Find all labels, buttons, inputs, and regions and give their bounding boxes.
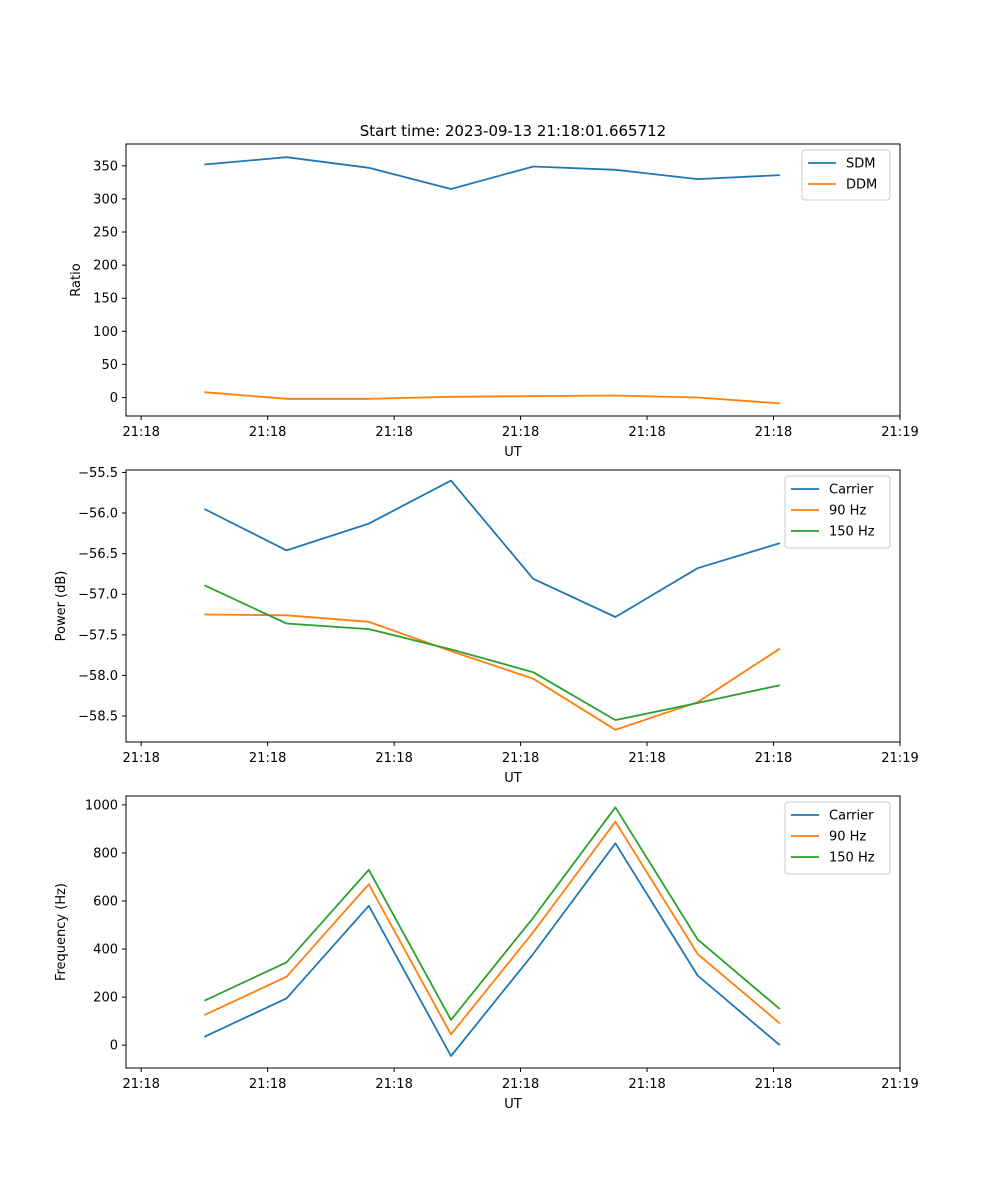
- panel-2-y-tick-label: −56.0: [78, 507, 118, 522]
- panel-3-axes-frame: [125, 795, 901, 1069]
- panel-3-y-tick-label: 400: [93, 943, 118, 958]
- panel-2-legend-box: [784, 475, 891, 549]
- panel-2-y-tick-label: −57.5: [78, 628, 118, 643]
- panel-3-x-tick-label: 21:18: [502, 1077, 539, 1092]
- panel-2-x-tick-label: 21:18: [249, 751, 286, 766]
- panel-2-x-tick-label: 21:18: [628, 751, 665, 766]
- panel-3-y-axis-label: Frequency (Hz): [54, 883, 69, 981]
- panel-3-x-tick-label: 21:18: [755, 1077, 792, 1092]
- panel-2: 21:18 21:18 21:18 21:18 21:18 21:18 21:19 −58.5…: [54, 466, 919, 786]
- panel-2-y-tick-label: −58.0: [78, 669, 118, 684]
- panel-2-legend-label: 150 Hz: [829, 525, 875, 540]
- panel-2-y-tick-label: −57.0: [78, 588, 118, 603]
- panel-2-legend-label: Carrier: [829, 483, 874, 498]
- panel-3-legend-label: Carrier: [829, 809, 874, 824]
- panel-1-legend: SDM DDM: [801, 149, 891, 201]
- panel-3-y-tick-label: 600: [93, 895, 118, 910]
- panel-3-y-tick-label: 200: [93, 991, 118, 1006]
- panel-2-legend: Carrier 90 Hz 150 Hz: [784, 475, 891, 549]
- panel-3-legend: Carrier 90 Hz 150 Hz: [784, 801, 891, 875]
- panel-1-y-axis-label: Ratio: [69, 263, 84, 296]
- panel-2-series-90-hz: [204, 613, 781, 731]
- panel-1-y-tick-label: 300: [93, 192, 118, 207]
- panel-1-x-axis-label: UT: [504, 445, 522, 460]
- panel-3-x-tick-label: 21:18: [628, 1077, 665, 1092]
- panel-3-legend-label: 150 Hz: [829, 851, 875, 866]
- panel-3-legend-label: 90 Hz: [829, 830, 866, 845]
- panel-2-y-tick-label: −56.5: [78, 547, 118, 562]
- panel-1-x-tick-label: 21:18: [628, 425, 665, 440]
- panel-3-x-tick-label: 21:19: [881, 1077, 918, 1092]
- panel-1-x-tick-label: 21:18: [249, 425, 286, 440]
- panel-1-x-tick-label: 21:18: [502, 425, 539, 440]
- panel-3-x-tick-label: 21:18: [249, 1077, 286, 1092]
- panel-2-legend-label: 90 Hz: [829, 504, 866, 519]
- panel-1-series-sdm: [204, 156, 780, 190]
- panel-1-x-tick-label: 21:18: [755, 425, 792, 440]
- panel-1-legend-label: SDM: [846, 157, 875, 172]
- panel-1-y-tick-label: 250: [93, 226, 118, 241]
- panel-1: 21:18 21:18 21:18 21:18 21:18 21:18 21:19 0 50 10…: [69, 143, 919, 460]
- panel-2-x-tick-label: 21:18: [502, 751, 539, 766]
- panel-3-series-90-hz: [204, 820, 781, 1036]
- panel-3-y-tick-label: 800: [93, 846, 118, 861]
- panel-3-x-tick-label: 21:18: [375, 1077, 412, 1092]
- panel-2-y-axis-label: Power (dB): [54, 571, 69, 642]
- panel-3-x-tick-label: 21:18: [122, 1077, 159, 1092]
- panel-1-y-tick-label: 200: [93, 259, 118, 274]
- panel-1-y-tick-label: 150: [93, 292, 118, 307]
- panel-1-series-ddm: [204, 391, 780, 405]
- panel-2-x-tick-label: 21:18: [375, 751, 412, 766]
- panel-3-series-150-hz: [204, 806, 781, 1021]
- panel-2-series-carrier: [203, 479, 781, 618]
- panel-1-y-tick-label: 100: [93, 325, 118, 340]
- panel-2-series-150-hz: [204, 584, 781, 721]
- panel-1-y-tick-label: 0: [110, 391, 118, 406]
- panel-3-series-carrier: [204, 842, 781, 1057]
- panel-3-y-tick-label: 1000: [85, 798, 118, 813]
- panel-3-legend-box: [784, 801, 891, 875]
- panel-2-x-axis-label: UT: [504, 771, 522, 786]
- panel-3: 21:18 21:18 21:18 21:18 21:18 21:18 21:19 0 200 4…: [54, 795, 919, 1112]
- panel-2-x-tick-label: 21:18: [755, 751, 792, 766]
- panel-3-x-axis-label: UT: [504, 1097, 522, 1112]
- panel-2-x-tick-label: 21:18: [122, 751, 159, 766]
- panel-1-y-tick-label: 50: [101, 358, 118, 373]
- panel-2-axes-frame: [125, 469, 901, 743]
- panel-1-y-tick-label: 350: [93, 159, 118, 174]
- panel-2-x-tick-label: 21:19: [881, 751, 918, 766]
- panel-2-y-tick-label: −58.5: [78, 710, 118, 725]
- panel-1-x-tick-label: 21:18: [122, 425, 159, 440]
- figure-title: Start time: 2023-09-13 21:18:01.665712: [360, 122, 666, 140]
- panel-1-x-tick-label: 21:18: [375, 425, 412, 440]
- panel-2-y-tick-label: −55.5: [78, 466, 118, 481]
- panel-1-legend-label: DDM: [846, 178, 877, 193]
- panel-1-axes-frame: [125, 143, 901, 417]
- panel-3-y-tick-label: 0: [110, 1039, 118, 1054]
- panel-1-x-tick-label: 21:19: [881, 425, 918, 440]
